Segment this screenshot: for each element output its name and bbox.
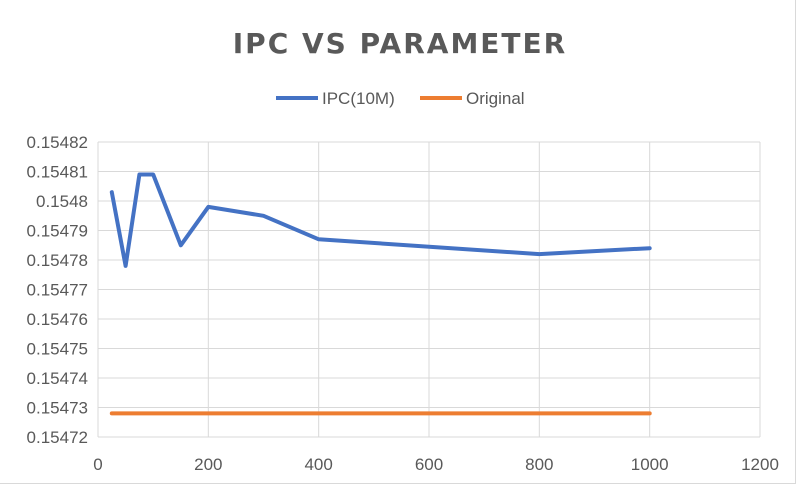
y-tick-label: 0.15478: [27, 251, 88, 270]
y-tick-label: 0.15481: [27, 163, 88, 182]
y-tick-label: 0.15472: [27, 428, 88, 447]
y-tick-label: 0.15474: [27, 369, 88, 388]
series-line-0: [109, 172, 652, 268]
chart-grid: [97, 141, 761, 438]
y-tick-label: 0.15476: [27, 310, 88, 329]
y-tick-label: 0.15475: [27, 340, 88, 359]
x-tick-label: 600: [415, 455, 443, 474]
chart-series: [109, 172, 652, 416]
legend-label: Original: [466, 89, 525, 108]
x-tick-label: 0: [93, 455, 102, 474]
y-tick-label: 0.15479: [27, 222, 88, 241]
x-tick-label: 1200: [741, 455, 779, 474]
x-tick-label: 400: [304, 455, 332, 474]
chart-legend: IPC(10M) Original: [276, 89, 525, 108]
y-tick-label: 0.15477: [27, 281, 88, 300]
chart-title: IPC VS PARAMETER: [233, 27, 567, 60]
x-axis-tick-labels: 0 200 400 600 800 1000 1200: [93, 455, 779, 474]
y-tick-label: 0.1548: [36, 192, 88, 211]
x-tick-label: 1000: [631, 455, 669, 474]
y-tick-label: 0.15473: [27, 399, 88, 418]
y-axis-tick-labels: 0.15472 0.15473 0.15474 0.15475 0.15476 0.154…: [27, 133, 88, 447]
x-tick-label: 800: [525, 455, 553, 474]
legend-label: IPC(10M): [322, 89, 395, 108]
x-tick-label: 200: [194, 455, 222, 474]
y-tick-label: 0.15482: [27, 133, 88, 152]
